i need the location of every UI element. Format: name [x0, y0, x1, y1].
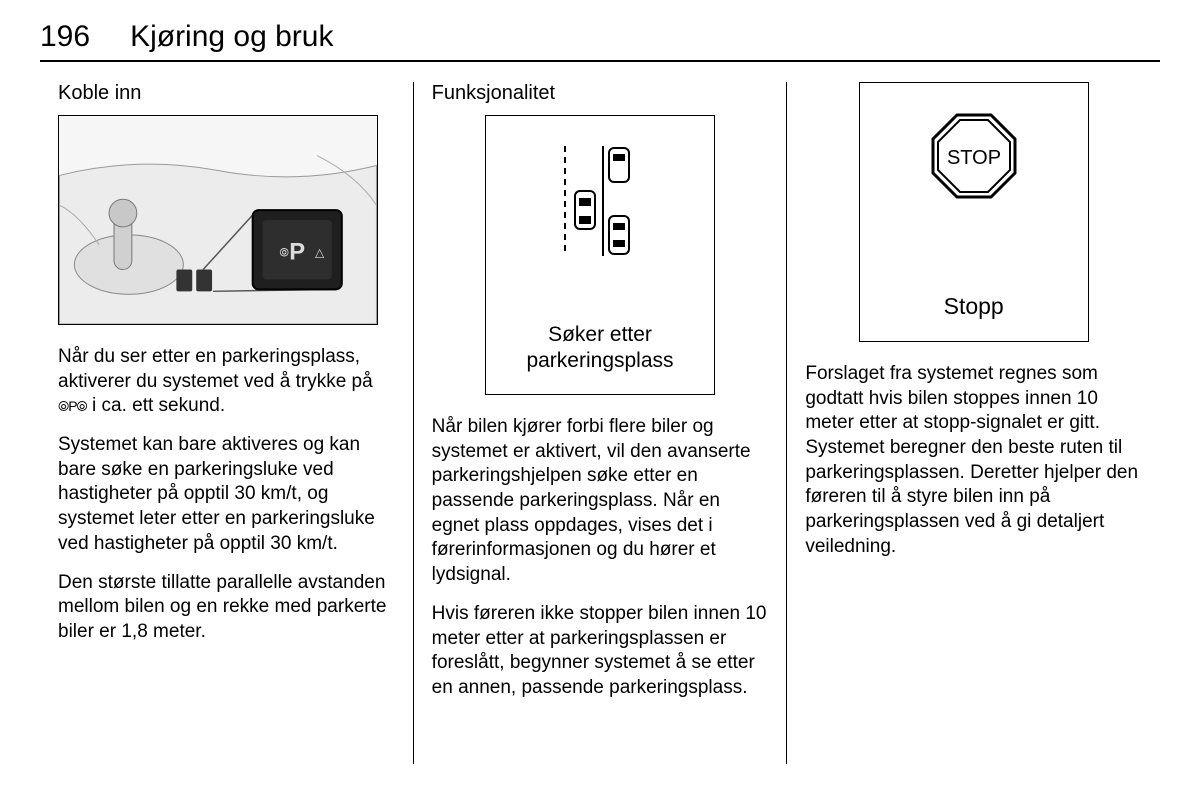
para-koble-2: Systemet kan bare aktiveres og kan bare … [58, 433, 395, 556]
manual-page: 196 Kjøring og bruk Koble inn [0, 0, 1200, 802]
stop-sign-text: STOP [947, 147, 1001, 169]
searching-svg [555, 136, 645, 266]
para-koble-1b: i ca. ett sekund. [87, 395, 225, 416]
heading-koble-inn: Koble inn [58, 82, 395, 105]
para-stop-1: Forslaget fra systemet regnes som godtat… [805, 362, 1142, 560]
para-koble-3: Den største tillatte parallelle avstande… [58, 571, 395, 645]
caption-searching: Søker etter parkeringsplass [496, 322, 704, 375]
svg-text:P: P [289, 239, 305, 266]
para-koble-1a: Når du ser etter en parkeringsplass, akt… [58, 346, 373, 392]
illustration-searching-space: Søker etter parkeringsplass [485, 115, 715, 395]
svg-text:⦾: ⦾ [279, 246, 289, 260]
para-funk-2: Hvis føreren ikke stopper bilen innen 10… [432, 602, 769, 701]
parking-button-svg: P ⦾ △ [59, 116, 377, 324]
column-1: Koble inn [40, 82, 413, 764]
svg-text:△: △ [315, 246, 325, 260]
caption-stop: Stopp [944, 292, 1004, 321]
para-funk-1: Når bilen kjører forbi flere biler og sy… [432, 415, 769, 588]
page-title: Kjøring og bruk [130, 20, 333, 54]
page-number: 196 [40, 20, 90, 54]
heading-funksjonalitet: Funksjonalitet [432, 82, 769, 105]
column-3: STOP Stopp Forslaget fra systemet regnes… [786, 82, 1160, 764]
column-2: Funksjonalitet [413, 82, 787, 764]
stop-svg: STOP [919, 103, 1029, 233]
content-columns: Koble inn [40, 82, 1160, 764]
illustration-parking-button: P ⦾ △ [58, 115, 378, 325]
parking-assist-icon: ⦾P⦾ [58, 398, 87, 414]
para-koble-1: Når du ser etter en parkeringsplass, akt… [58, 345, 395, 419]
illustration-stop: STOP Stopp [859, 82, 1089, 342]
page-header: 196 Kjøring og bruk [40, 20, 1160, 62]
